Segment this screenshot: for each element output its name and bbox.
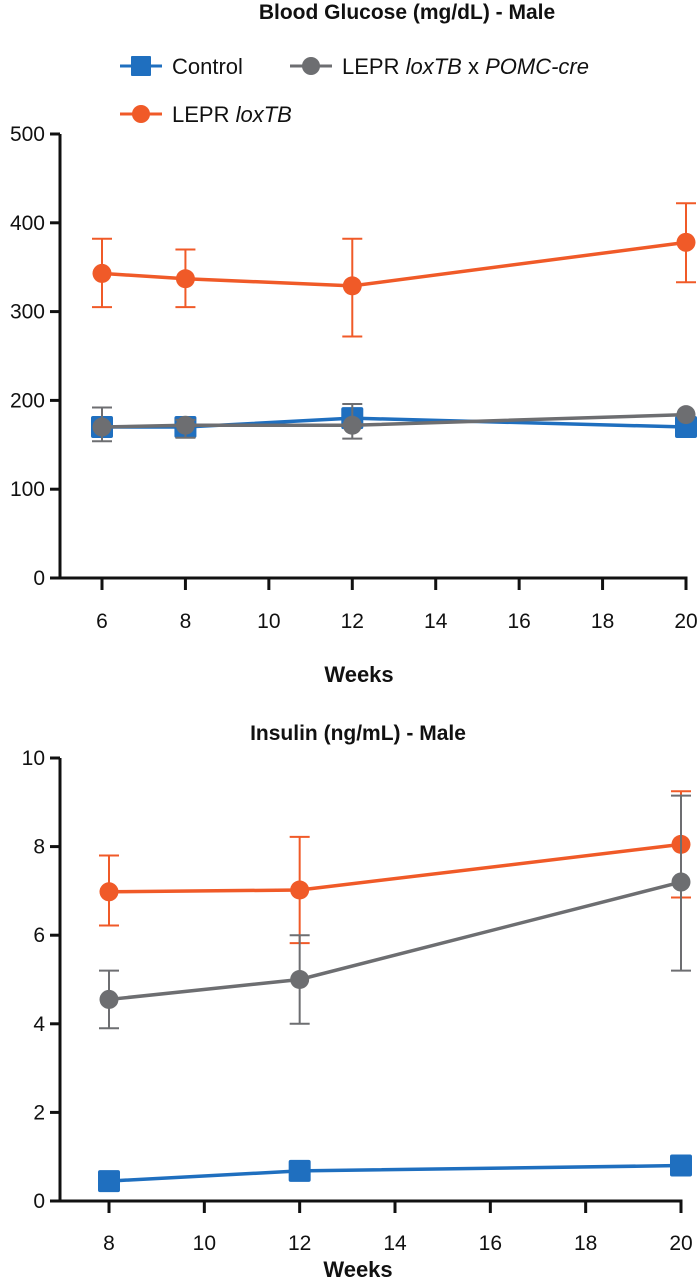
insulin-plot-area xyxy=(98,790,692,1193)
y-tick-label: 4 xyxy=(33,1013,45,1036)
data-point-circle xyxy=(175,415,195,435)
x-tick-label: 14 xyxy=(383,1232,407,1255)
glucose-axes: 0 100 200 300 400 500 6 8 10 12 14 16 18 20 xyxy=(10,123,698,633)
data-point-circle xyxy=(290,970,310,989)
data-point-circle xyxy=(671,872,691,892)
data-point-square xyxy=(288,1159,311,1182)
y-tick-label: 0 xyxy=(33,567,45,590)
y-tick-label: 200 xyxy=(10,389,45,412)
x-tick-label: 16 xyxy=(507,610,530,633)
y-tick-label: 0 xyxy=(33,1190,45,1213)
y-tick-label: 6 xyxy=(33,924,45,947)
data-point-circle xyxy=(342,415,362,435)
data-point-circle xyxy=(676,232,696,252)
glucose-chart: Blood Glucose (mg/dL) - Male Control LEPR… xyxy=(10,1,698,687)
legend-label: LEPR loxTB x POMC-cre xyxy=(342,54,589,79)
data-point-circle xyxy=(290,880,310,900)
glucose-plot-area xyxy=(91,202,697,443)
legend-label: LEPR loxTB xyxy=(172,102,292,127)
y-tick-label: 2 xyxy=(33,1101,45,1124)
x-tick-label: 12 xyxy=(288,1232,311,1255)
insulin-chart: Insulin (ng/mL) - Male 0 2 4 6 8 10 8 10 12 14 16 1… xyxy=(22,722,693,1280)
y-tick-label: 400 xyxy=(10,212,45,235)
series-line xyxy=(101,240,687,288)
x-tick-label: 18 xyxy=(574,1232,597,1255)
x-tick-label: 14 xyxy=(424,610,448,633)
y-tick-label: 8 xyxy=(33,836,45,859)
glucose-chart-title: Blood Glucose (mg/dL) - Male xyxy=(259,1,555,24)
glucose-x-axis-label: Weeks xyxy=(324,662,393,687)
legend-label-part: x xyxy=(462,54,485,79)
legend-square-icon xyxy=(131,56,151,76)
data-point-circle xyxy=(92,417,112,437)
x-tick-label: 10 xyxy=(193,1232,216,1255)
legend-label-part: POMC-cre xyxy=(485,54,589,79)
insulin-x-axis-label: Weeks xyxy=(323,1257,392,1280)
x-tick-label: 20 xyxy=(669,1232,692,1255)
x-tick-label: 12 xyxy=(341,610,364,633)
data-point-circle xyxy=(342,276,362,296)
series-line xyxy=(108,1163,682,1183)
data-point-circle xyxy=(175,269,195,289)
data-point-square xyxy=(98,1170,120,1193)
series-cre xyxy=(92,402,696,443)
y-tick-label: 10 xyxy=(22,747,45,770)
legend-label-part: LEPR xyxy=(172,102,236,127)
legend-label-part: loxTB xyxy=(236,102,292,127)
x-tick-label: 6 xyxy=(96,610,108,633)
data-point-circle xyxy=(92,263,112,283)
series-line xyxy=(108,880,682,1002)
x-tick-label: 8 xyxy=(103,1232,115,1255)
data-point-circle xyxy=(676,405,696,425)
x-tick-label: 8 xyxy=(180,610,192,633)
x-tick-label: 18 xyxy=(591,610,614,633)
series-control xyxy=(98,1154,692,1193)
y-tick-label: 300 xyxy=(10,301,45,324)
legend-circle-icon xyxy=(132,105,150,123)
data-point-circle xyxy=(99,989,119,1009)
series-loxtb xyxy=(92,202,696,338)
data-point-square xyxy=(670,1154,692,1177)
y-tick-label: 100 xyxy=(10,478,45,501)
y-tick-label: 500 xyxy=(10,123,45,146)
series-cre xyxy=(99,794,691,1030)
legend-circle-icon xyxy=(302,57,320,75)
legend-item-control: Control xyxy=(120,54,243,79)
legend-label-part: LEPR xyxy=(342,54,406,79)
series-loxtb xyxy=(99,790,691,945)
insulin-chart-title: Insulin (ng/mL) - Male xyxy=(250,722,466,745)
legend-item-cre: LEPR loxTB x POMC-cre xyxy=(290,54,589,79)
series-line xyxy=(108,842,682,894)
legend-label: Control xyxy=(172,54,243,79)
legend-item-loxtb: LEPR loxTB xyxy=(120,102,292,127)
series-line xyxy=(101,412,687,429)
x-tick-label: 20 xyxy=(674,610,697,633)
insulin-axes: 0 2 4 6 8 10 8 10 12 14 16 18 20 xyxy=(22,747,693,1255)
x-tick-label: 16 xyxy=(479,1232,502,1255)
legend-label-part: loxTB xyxy=(406,54,462,79)
data-point-circle xyxy=(99,882,119,902)
x-tick-label: 10 xyxy=(257,610,280,633)
